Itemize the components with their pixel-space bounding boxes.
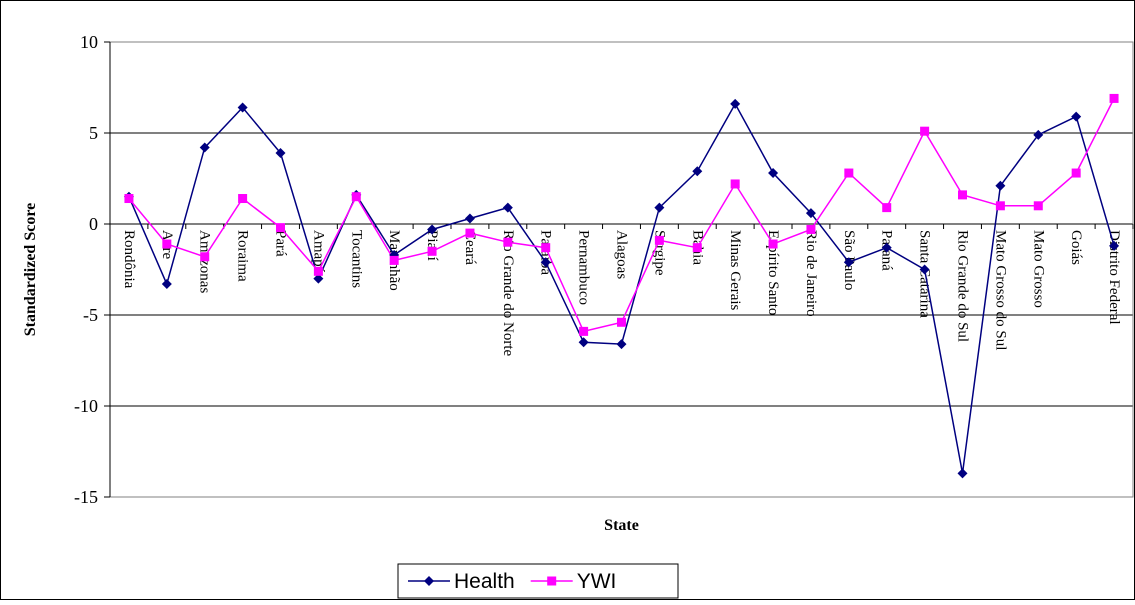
health-point [692,166,703,177]
axes [104,41,1134,498]
ywi-point [920,126,930,136]
ywi-point [730,179,740,189]
y-tick-label: -15 [74,487,98,507]
x-tick-label: Minas Gerais [727,230,743,311]
ywi-point [579,326,589,336]
ywi-point [654,235,664,245]
y-tick-label: -5 [83,305,98,325]
series-markers [123,93,1120,479]
ywi-point [882,203,892,213]
health-point [957,468,968,479]
x-tick-label: Rio Grande do Norte [500,230,516,357]
health-point [768,168,779,179]
x-tick-label: Ceará [462,230,478,265]
x-tick-label: Alagoas [614,230,630,279]
health-point [199,142,210,153]
ywi-point [465,228,475,238]
ywi-legend-marker [547,576,557,586]
health-point [464,213,475,224]
health-point [805,208,816,219]
ywi-point [1033,201,1043,211]
health-point [919,264,930,275]
x-tick-label: Mato Grosso [1030,230,1046,308]
ywi-point [238,194,248,204]
ywi-point [124,194,134,204]
health-point [161,279,172,290]
health-point [1071,111,1082,122]
health-point [578,337,589,348]
x-tick-label: Goiás [1068,230,1084,265]
health-point [616,339,627,350]
ywi-point [427,246,437,256]
health-point [313,273,324,284]
ywi-point [806,224,816,234]
x-tick-label: Amazonas [197,230,213,293]
x-tick-label: Rio Grande do Sul [955,230,971,342]
x-tick-label: Espírito Santo [765,230,781,315]
ywi-point [200,252,210,262]
ywi-point [1109,93,1119,103]
x-tick-label: Mato Grosso do Sul [992,230,1008,350]
x-tick-label: Tocantins [348,230,364,288]
ywi-point [958,190,967,200]
x-tick-label: Roraima [235,230,251,282]
ywi-point [844,168,854,178]
x-axis-label: State [604,517,639,534]
health-point [654,202,665,213]
y-tick-label: 0 [89,214,98,234]
ywi-point [541,243,551,253]
ywi-point [351,192,361,202]
health-point [275,148,286,159]
x-tick-label: Rondônia [121,230,137,289]
x-tick-label: Rio de Janeiro [803,230,819,317]
health-point [995,180,1006,191]
ywi-point [503,237,513,247]
health-point [843,257,854,268]
y-tick-label: -10 [74,396,98,416]
health-point [540,257,551,268]
x-tick-label: Pernambuco [576,230,592,305]
y-tick-labels: 10 5 0 -5 -10 -15 [74,32,98,507]
ywi-point [995,201,1005,211]
health-point [237,102,248,113]
health-legend-label: Health [454,570,515,593]
y-axis-label: Standardized Score [22,203,39,336]
health-point [881,242,892,253]
ywi-point [389,255,399,265]
y-tick-label: 5 [89,123,98,143]
health-legend-marker [424,576,434,586]
x-tick-label: Pará [273,230,289,257]
y-tick-label: 10 [80,32,98,52]
health-point [502,202,513,213]
x-tick-label: Piauí [424,230,440,261]
ywi-point [313,266,323,276]
ywi-point [617,317,626,327]
ywi-point [1071,168,1081,178]
ywi-point [162,239,172,249]
x-tick-label: Distrito Federal [1106,230,1122,325]
x-tick-label: Paraíba [538,230,554,275]
ywi-point [768,239,778,249]
health-point [1033,129,1044,140]
ywi-legend-label: YWI [577,570,617,593]
health-point [1109,240,1120,251]
legend: Health YWI [397,563,679,599]
ywi-point [692,243,702,253]
health-point [730,98,741,109]
health-point [427,224,438,235]
ywi-point [276,223,285,233]
